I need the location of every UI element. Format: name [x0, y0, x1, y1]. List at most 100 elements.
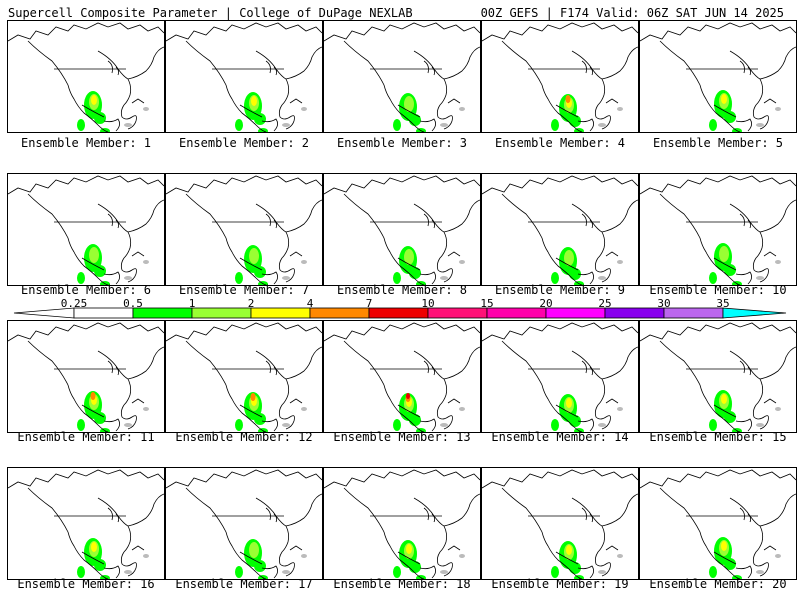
- scp-red-blob: [406, 393, 410, 399]
- map-panel-member-19: [481, 467, 639, 580]
- florida-outline: [763, 98, 777, 104]
- scp-green-blob: [94, 412, 106, 424]
- scp-green-blob: [77, 272, 85, 284]
- member-caption: Ensemble Member: 10: [649, 283, 787, 297]
- scp-green-blob: [77, 566, 85, 578]
- member-caption: Ensemble Member: 6: [20, 283, 152, 297]
- scp-gray-blob: [440, 123, 448, 127]
- scp-gray-blob: [617, 260, 623, 264]
- west-coastline: [343, 340, 425, 432]
- scp-green-blob: [569, 562, 581, 574]
- scp-green-blob: [94, 112, 106, 124]
- florida-outline: [131, 545, 145, 551]
- hudson-coastline: [413, 493, 480, 527]
- gulf-coastline: [735, 271, 752, 285]
- west-coastline: [185, 40, 267, 132]
- arctic-coastline: [8, 469, 164, 489]
- florida-outline: [289, 545, 303, 551]
- arctic-coastline: [324, 322, 480, 342]
- east-coastline: [594, 78, 611, 130]
- map-panel-member-2: [165, 20, 323, 133]
- colorbar-tick-label: 0.5: [123, 297, 143, 310]
- scp-gray-blob: [459, 107, 465, 111]
- map-panel-member-7: [165, 173, 323, 286]
- scp-yellow-blob: [721, 394, 727, 404]
- hudson-coastline: [571, 199, 638, 233]
- map-panel-member-13: [323, 320, 481, 433]
- colorbar-segment: [427, 307, 488, 319]
- great-lakes: [581, 213, 594, 229]
- scp-lightgreen-blob: [404, 96, 414, 112]
- scp-gray-blob: [459, 260, 465, 264]
- florida-outline: [763, 251, 777, 257]
- florida-outline: [289, 251, 303, 257]
- map-panel-member-8: [323, 173, 481, 286]
- scp-green-blob: [254, 560, 266, 572]
- scp-green-blob: [393, 119, 401, 131]
- scp-green-blob: [235, 419, 243, 431]
- map-panel-member-3: [323, 20, 481, 133]
- scp-gray-blob: [440, 276, 448, 280]
- scp-gray-blob: [143, 260, 149, 264]
- gulf-coastline: [577, 565, 594, 579]
- scp-gray-blob: [756, 276, 764, 280]
- scp-green-blob: [77, 119, 85, 131]
- east-coastline: [278, 231, 295, 283]
- map-panel-member-15: [639, 320, 797, 433]
- colorbar: [13, 307, 787, 319]
- scp-yellow-blob: [91, 542, 97, 552]
- florida-outline: [605, 98, 619, 104]
- scp-gray-blob: [756, 123, 764, 127]
- great-lakes: [107, 213, 120, 229]
- hudson-coastline: [413, 46, 480, 80]
- west-coastline: [343, 193, 425, 285]
- us-mexico-border: [81, 404, 105, 418]
- scp-gray-blob: [617, 107, 623, 111]
- us-mexico-border: [713, 404, 737, 418]
- member-caption: Ensemble Member: 13: [333, 430, 471, 444]
- hudson-coastline: [255, 46, 322, 80]
- florida-outline: [289, 398, 303, 404]
- great-lakes: [265, 213, 278, 229]
- scp-green-blob: [409, 561, 421, 573]
- member-caption: Ensemble Member: 3: [336, 136, 468, 150]
- member-caption: Ensemble Member: 4: [494, 136, 626, 150]
- colorbar-tick-label: 10: [421, 297, 435, 310]
- great-lakes: [739, 60, 752, 76]
- gulf-coastline: [261, 271, 278, 285]
- east-coastline: [120, 525, 137, 577]
- colorbar-tick-label: 0.25: [60, 297, 88, 310]
- gulf-coastline: [261, 418, 278, 432]
- hudson-coastline: [97, 493, 164, 527]
- great-lakes: [265, 360, 278, 376]
- us-mexico-border: [397, 104, 421, 118]
- us-mexico-border: [555, 257, 579, 271]
- scp-gray-blob: [301, 107, 307, 111]
- east-coastline: [278, 78, 295, 130]
- great-lakes: [107, 507, 120, 523]
- east-coastline: [752, 78, 769, 130]
- scp-green-blob: [77, 419, 85, 431]
- valid-time-title: 00Z GEFS | F174 Valid: 06Z SAT JUN 14 20…: [480, 6, 784, 20]
- hudson-coastline: [97, 346, 164, 380]
- scp-green-blob: [254, 113, 266, 125]
- scp-gray-blob: [282, 276, 290, 280]
- scp-green-blob: [709, 272, 717, 284]
- florida-outline: [605, 545, 619, 551]
- arctic-coastline: [166, 469, 322, 489]
- colorbar-tick-label: 1: [188, 297, 196, 310]
- east-coastline: [436, 78, 453, 130]
- us-mexico-border: [397, 404, 421, 418]
- gulf-coastline: [577, 271, 594, 285]
- scp-lightgreen-blob: [249, 248, 259, 264]
- east-coastline: [436, 231, 453, 283]
- scp-gray-blob: [598, 423, 606, 427]
- east-coastline: [120, 78, 137, 130]
- scp-green-blob: [569, 268, 581, 280]
- hudson-coastline: [255, 199, 322, 233]
- scp-green-blob: [551, 119, 559, 131]
- florida-outline: [131, 251, 145, 257]
- east-coastline: [120, 231, 137, 283]
- arctic-coastline: [8, 322, 164, 342]
- us-mexico-border: [713, 551, 737, 565]
